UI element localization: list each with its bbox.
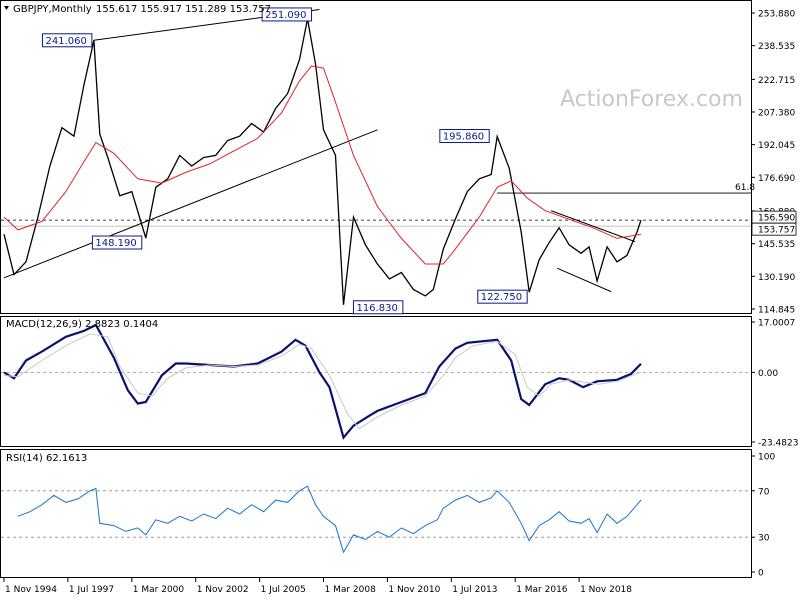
rsi-tick-label-3: 0: [758, 569, 764, 579]
annotation-box-5: [477, 289, 528, 304]
x-tick-label-4: 1 Jul 2005: [261, 585, 306, 595]
rsi-tick-label-2: 30: [758, 534, 770, 544]
rsi-tick-label-0: 100: [758, 453, 775, 463]
price-header: GBPJPY,Monthly 155.617 155.917 151.289 1…: [4, 4, 271, 15]
x-tick-label-8: 1 Mar 2016: [516, 585, 568, 595]
x-tick-label-1: 1 Jul 1997: [69, 585, 114, 595]
rsi-tick-label-1: 70: [758, 487, 770, 497]
macd-panel-frame: [0, 316, 752, 447]
annotation-box-0: [41, 33, 93, 48]
annotation-label-2: 148.190: [95, 238, 136, 249]
price-tick-label-7: 145.535: [758, 240, 795, 250]
trendline-2: [550, 210, 636, 243]
x-tick-label-6: 1 Nov 2010: [388, 585, 440, 595]
watermark: ActionForex.com: [560, 87, 743, 112]
series-macd: [3, 323, 642, 440]
price-tick-label-0: 253.880: [758, 10, 795, 20]
dropdown-arrow-icon: [4, 6, 9, 10]
series-price: [3, 18, 642, 305]
macd-tick-label-1: 0.00: [758, 369, 778, 379]
level-box-label: 156.590: [758, 214, 795, 224]
rsi-panel-frame: [0, 449, 752, 578]
series-moving-average: [3, 65, 642, 265]
annotation-label-0: 241.060: [45, 36, 86, 47]
x-tick-label-2: 1 Mar 2000: [133, 585, 185, 595]
annotation-label-5: 122.750: [481, 292, 522, 303]
ohlc-values: 155.617 155.917 151.289 153.757: [96, 4, 271, 15]
trendline-3: [556, 267, 612, 293]
annotation-label-1: 251.090: [265, 10, 306, 21]
annotation-box-1: [261, 7, 313, 22]
rsi-label: RSI(14) 62.1613: [6, 453, 87, 464]
price-tick-label-3: 207.380: [758, 108, 795, 118]
price-tick-label-9: 114.845: [758, 306, 795, 316]
series-signal: [3, 333, 642, 430]
price-tick-label-2: 222.715: [758, 76, 795, 86]
annotation-label-4: 195.860: [443, 132, 484, 143]
price-tick-label-4: 192.045: [758, 141, 795, 151]
current-price-box-label: 153.757: [758, 226, 795, 236]
x-tick-label-9: 1 Nov 2018: [580, 585, 632, 595]
x-tick-label-7: 1 Jul 2013: [452, 585, 497, 595]
annotation-box-3: [352, 300, 404, 315]
macd-layer: [1, 323, 751, 440]
series-rsi: [17, 485, 642, 554]
macd-tick-label-2: -23.4823: [758, 439, 798, 449]
x-tick-label-3: 1 Nov 2002: [197, 585, 249, 595]
annotation-label-3: 116.830: [356, 303, 397, 314]
rsi-layer: [1, 485, 751, 554]
price-layer: 61.8 241.060 251.090 148.190 116.830 195.860 1…: [1, 7, 755, 315]
x-tick-label-5: 1 Mar 2008: [324, 585, 376, 595]
axis-layer: 253.880 238.535 222.715 207.380 192.045 176.6…: [3, 10, 798, 595]
fib-label: 61.8: [735, 183, 755, 193]
price-tick-label-8: 130.190: [758, 273, 795, 283]
annotation-box-2: [91, 235, 143, 250]
annotation-box-4: [439, 129, 490, 144]
symbol-title: GBPJPY,Monthly: [13, 4, 92, 15]
macd-label: MACD(12,26,9) 2.8823 0.1404: [6, 319, 158, 330]
current-price-box: [751, 222, 797, 236]
price-tick-label-5: 176.690: [758, 174, 795, 184]
trendline-1: [3, 129, 378, 279]
x-tick-label-0: 1 Nov 1994: [5, 585, 57, 595]
macd-tick-label-0: 17.0007: [758, 319, 795, 329]
price-tick-label-1: 238.535: [758, 42, 795, 52]
price-panel-frame: [0, 0, 752, 314]
